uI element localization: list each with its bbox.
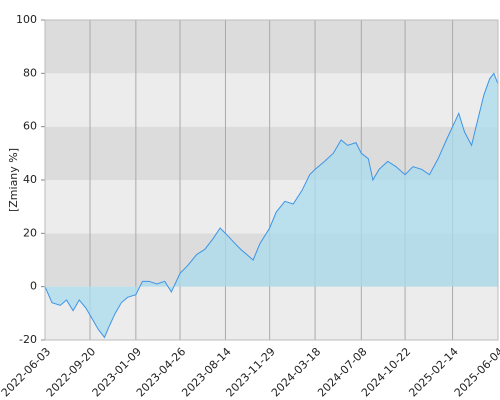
band bbox=[45, 126, 498, 180]
plot-frame bbox=[44, 19, 499, 341]
y-axis-label: [Zmiany %] bbox=[7, 148, 20, 212]
band bbox=[45, 73, 498, 127]
line bbox=[44, 72, 499, 339]
y-tick-label: 20 bbox=[23, 226, 37, 239]
y-tick-label: 60 bbox=[23, 120, 37, 133]
y-tick-label: 100 bbox=[16, 13, 37, 26]
y-tick-label: -20 bbox=[19, 333, 37, 346]
y-tick-label: 80 bbox=[23, 66, 37, 79]
band bbox=[45, 20, 498, 74]
area bbox=[45, 73, 498, 338]
y-tick-label: 0 bbox=[30, 280, 37, 293]
y-tick-label: 40 bbox=[23, 173, 37, 186]
